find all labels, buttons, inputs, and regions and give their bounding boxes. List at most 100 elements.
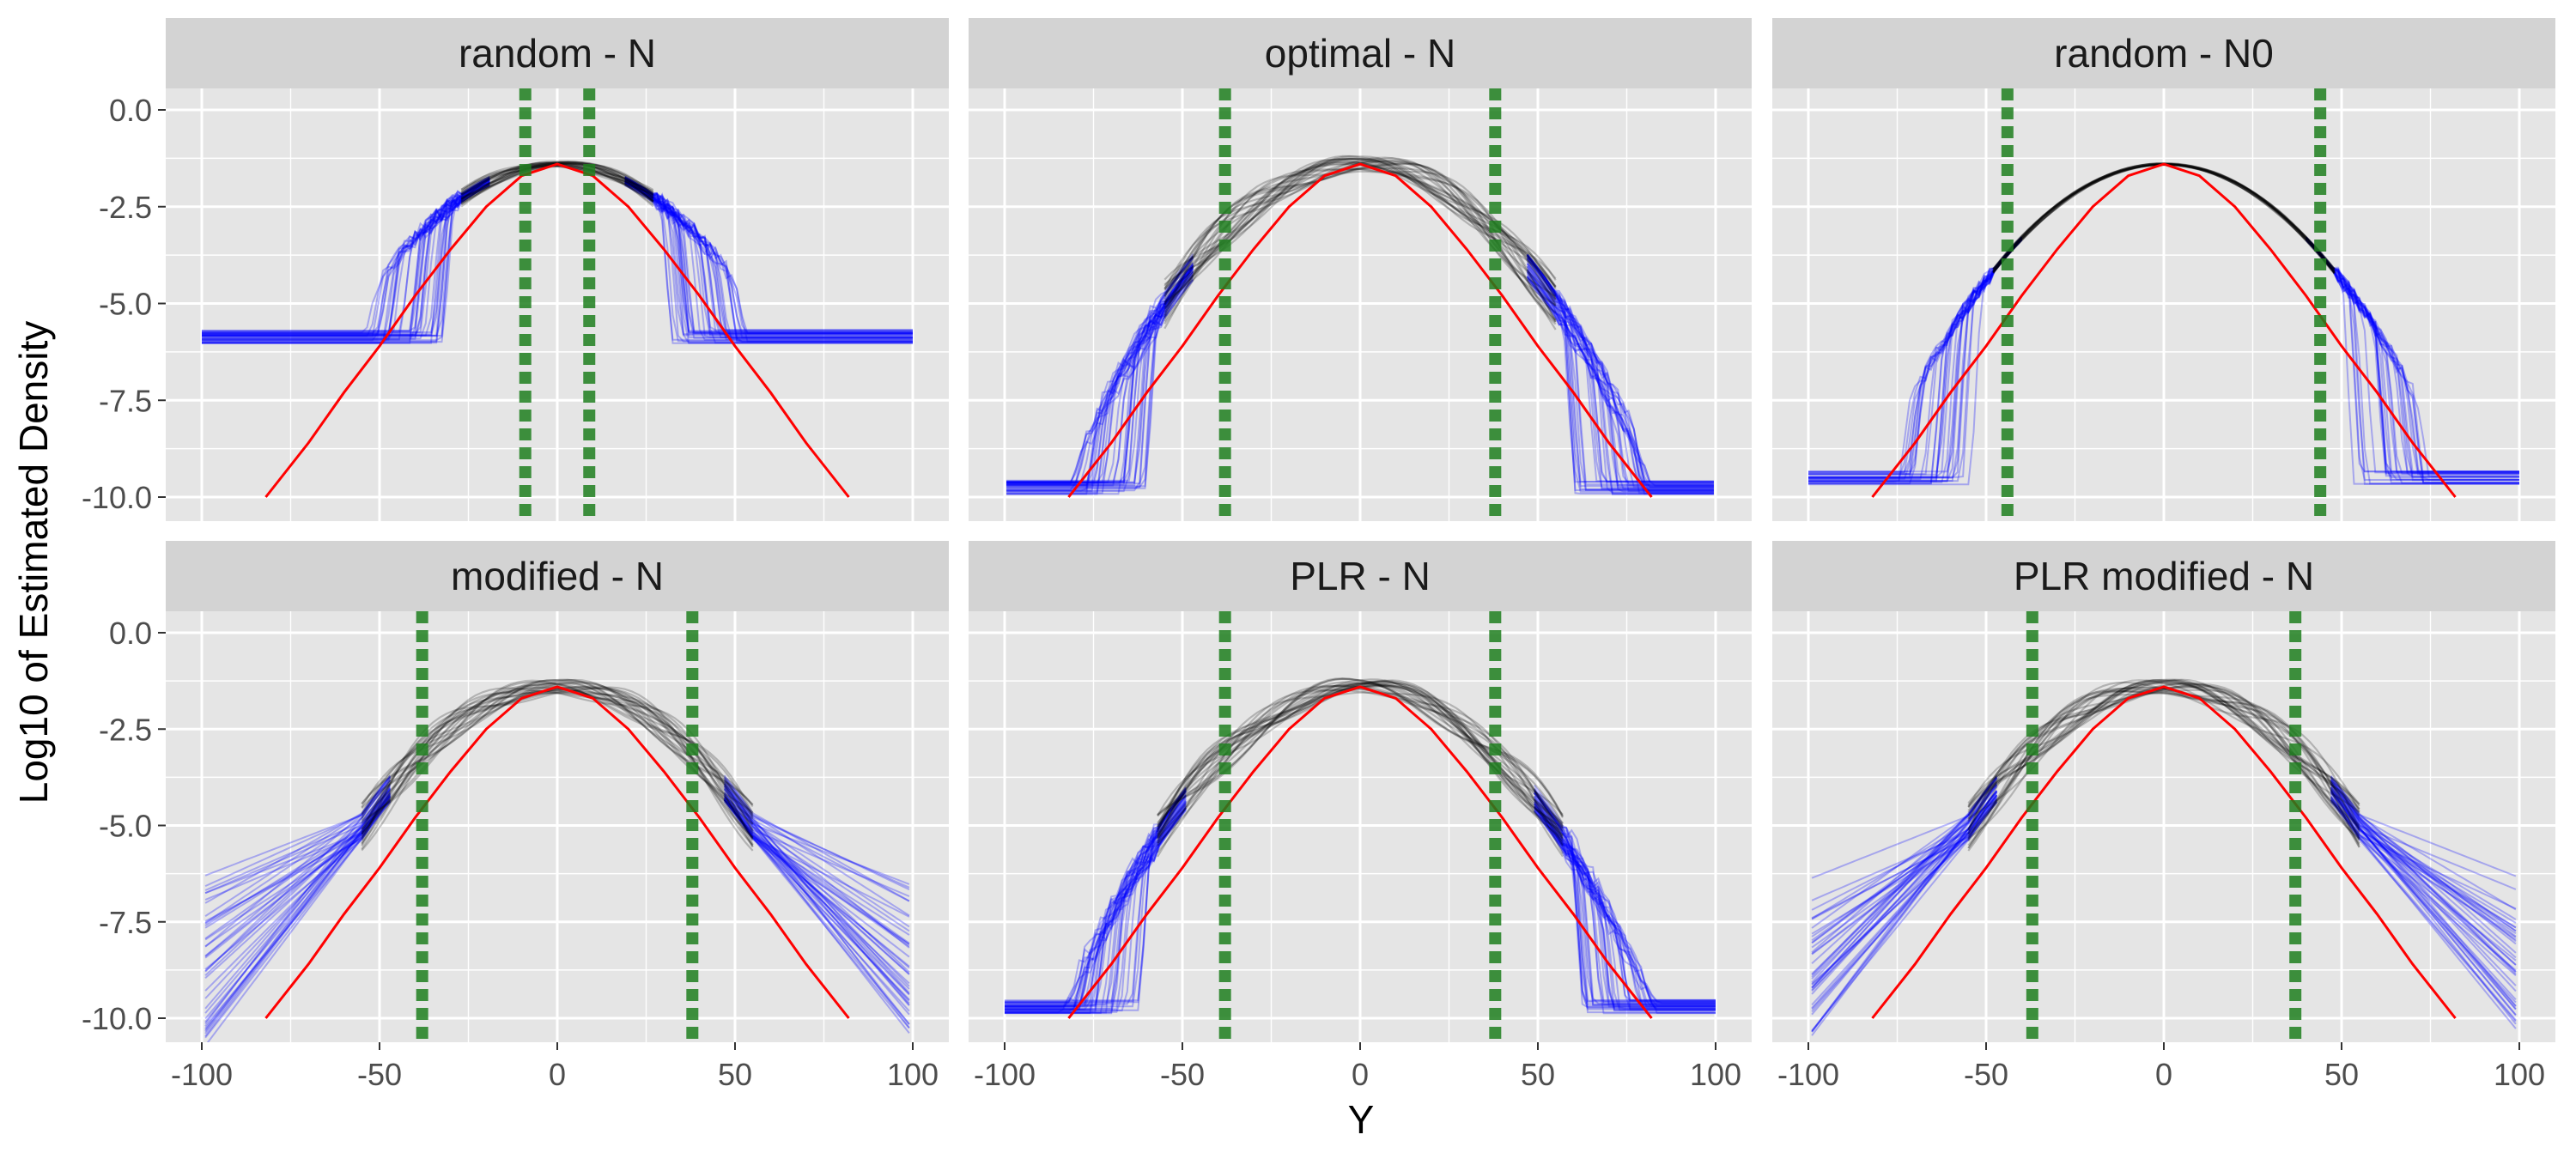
estimate-tail-line xyxy=(1808,238,2023,483)
estimate-tail-line xyxy=(1006,271,1194,486)
estimate-tail-line xyxy=(723,781,910,902)
estimate-tail-line xyxy=(723,786,910,1006)
estimate-tail-line xyxy=(723,797,910,996)
estimate-tail-line xyxy=(723,793,910,975)
estimate-tail-line xyxy=(1006,264,1194,483)
x-tick-label: -100 xyxy=(974,1057,1036,1092)
estimate-tail-line xyxy=(1006,274,1194,485)
estimate-tail-line xyxy=(1006,264,1194,482)
estimate-tail-line xyxy=(2330,791,2517,932)
estimate-tail-line xyxy=(202,179,490,338)
true-density-line xyxy=(1067,162,1653,498)
estimate-tail-line xyxy=(1534,806,1716,1002)
estimate-tail-line xyxy=(723,801,910,945)
estimate-tail-line xyxy=(624,178,913,339)
estimate-tail-line xyxy=(2305,239,2519,478)
estimate-tail-line xyxy=(1005,805,1187,1013)
estimate-tail-line xyxy=(202,179,490,336)
estimate-tail-line xyxy=(1808,236,2023,480)
facet-strip xyxy=(166,18,949,88)
estimate-tail-line xyxy=(204,779,392,924)
estimate-tail-line xyxy=(1006,255,1194,484)
estimate-tail-line xyxy=(624,181,913,338)
estimate-tail-line xyxy=(202,182,490,335)
estimate-tail-line xyxy=(624,179,913,339)
estimate-tail-line xyxy=(624,178,913,334)
estimate-tail-line xyxy=(202,179,490,333)
estimate-tail-line xyxy=(1005,801,1187,1004)
estimate-tail-line xyxy=(204,776,392,877)
estimate-tail-line xyxy=(202,178,490,337)
estimate-tail-line xyxy=(204,801,392,970)
estimate-center-line xyxy=(1157,683,1564,828)
estimate-tail-line xyxy=(1534,798,1716,1007)
x-tick-label: 50 xyxy=(2324,1057,2359,1092)
panel-data xyxy=(204,611,910,1042)
estimate-tail-line xyxy=(1534,796,1716,1011)
estimate-tail-line xyxy=(202,179,490,344)
estimate-tail-line xyxy=(624,179,913,334)
estimate-tail-line xyxy=(1534,804,1716,1005)
y-tick-label: -5.0 xyxy=(99,287,152,322)
estimate-tails xyxy=(202,175,913,344)
estimate-tail-line xyxy=(1526,275,1714,487)
estimate-tail-line xyxy=(624,182,913,339)
estimate-tail-line xyxy=(624,182,913,335)
estimate-tail-line xyxy=(624,177,913,335)
estimate-tail-line xyxy=(204,774,392,904)
estimate-tail-line xyxy=(2305,239,2519,474)
gridlines xyxy=(969,88,1752,521)
estimate-tail-line xyxy=(2330,783,2517,966)
estimate-tail-line xyxy=(202,178,490,337)
estimate-tail-line xyxy=(202,179,490,335)
estimate-tail-line xyxy=(723,793,910,944)
estimate-tail-line xyxy=(723,799,910,968)
estimate-tail-line xyxy=(1005,804,1187,1009)
y-axis-title: Log10 of Estimated Density xyxy=(11,321,56,804)
estimate-tail-line xyxy=(624,179,913,341)
estimate-tail-line xyxy=(1005,800,1187,1013)
estimate-tail-line xyxy=(624,181,913,331)
estimate-tail-line xyxy=(624,179,913,336)
estimate-center-line xyxy=(460,161,654,206)
estimate-tail-line xyxy=(1006,266,1194,494)
estimate-tail-line xyxy=(1808,239,2023,485)
estimate-tail-line xyxy=(204,788,392,972)
estimate-tail-line xyxy=(1811,775,1998,976)
estimate-tail-line xyxy=(624,176,913,335)
estimate-tail-line xyxy=(2330,796,2517,929)
estimate-tail-line xyxy=(1005,790,1187,1003)
estimate-tail-line xyxy=(204,792,392,1037)
estimate-tail-line xyxy=(1005,790,1187,1008)
estimate-tail-line xyxy=(204,793,392,1029)
estimate-tail-line xyxy=(723,798,910,1001)
estimate-tail-line xyxy=(1808,237,2023,485)
estimate-tail-line xyxy=(1808,237,2023,478)
estimate-tail-line xyxy=(1005,786,1187,1014)
estimate-tail-line xyxy=(1526,256,1714,488)
estimate-tail-line xyxy=(1006,270,1194,488)
x-tick-label: 50 xyxy=(1521,1057,1555,1092)
estimate-tail-line xyxy=(1005,788,1187,1015)
estimate-tail-line xyxy=(624,181,913,343)
facet-panel: random - N0 xyxy=(1772,18,2555,521)
estimate-tail-line xyxy=(723,797,910,946)
estimate-tail-line xyxy=(723,798,910,948)
estimate-tail-line xyxy=(723,783,910,949)
estimate-tail-line xyxy=(1808,237,2023,473)
x-tick-label: -50 xyxy=(1160,1057,1205,1092)
estimate-tail-line xyxy=(1526,270,1714,490)
estimate-tail-line xyxy=(1005,790,1187,1007)
true-density-line xyxy=(1067,685,1653,1019)
estimate-tail-line xyxy=(624,181,913,341)
estimate-tail-line xyxy=(202,180,490,332)
estimate-tail-line xyxy=(2330,779,2517,975)
estimate-tail-line xyxy=(624,175,913,335)
estimate-tail-line xyxy=(1526,253,1714,490)
estimate-tail-line xyxy=(1808,239,2023,485)
estimate-tail-line xyxy=(1534,809,1716,1011)
panel-data xyxy=(1808,88,2519,521)
estimate-tail-line xyxy=(1526,269,1714,485)
true-density-line xyxy=(264,685,850,1019)
estimate-tail-line xyxy=(2305,237,2519,473)
